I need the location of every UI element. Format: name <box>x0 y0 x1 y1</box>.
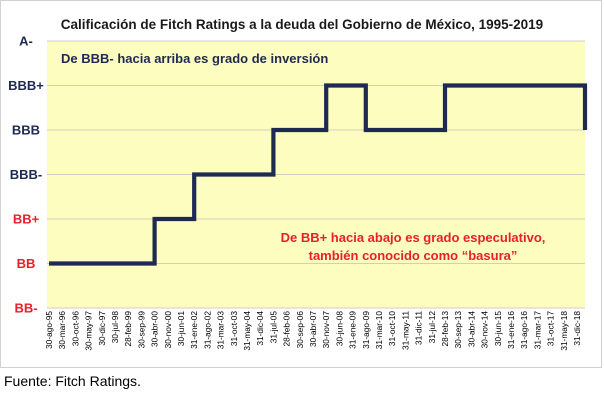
x-tick-label: 30-nov-07 <box>321 311 331 349</box>
x-tick-label: 30-jun-01 <box>176 311 186 346</box>
source-note: Fuente: Fitch Ratings. <box>4 373 141 389</box>
x-tick-label: 30-sep-99 <box>136 311 146 349</box>
x-tick-label: 30-dic-97 <box>97 311 107 346</box>
y-tick-label: BB <box>17 256 36 271</box>
x-tick-label: 31-mar-17 <box>532 311 542 350</box>
y-tick-label: BBB- <box>10 167 43 182</box>
x-axis-labels: 30-ago-95 30-mar-96 30-oct-96 30-may-97 30-d… <box>44 311 582 351</box>
x-tick-label: 31-ene-02 <box>189 311 199 349</box>
y-tick-label: BBB <box>12 123 40 138</box>
x-tick-label: 31-oct-17 <box>546 311 556 346</box>
annotation-investment-grade: De BBB- hacia arriba es grado de inversi… <box>61 51 328 66</box>
annotation-speculative-grade-line1: De BB+ hacia abajo es grado especulativo… <box>281 230 546 245</box>
x-tick-label: 31-mar-10 <box>374 311 384 350</box>
x-tick-label: 31-ago-09 <box>361 311 371 349</box>
x-tick-label: 30-sep-06 <box>295 311 305 349</box>
x-tick-label: 28-feb-06 <box>282 311 292 347</box>
y-tick-label: BB+ <box>13 212 40 227</box>
series-line-group <box>49 83 588 266</box>
x-tick-label: 31-jul-05 <box>268 311 278 344</box>
x-tick-label: 31-mar-03 <box>216 311 226 350</box>
x-tick-label: 31-dic-11 <box>414 311 424 345</box>
x-tick-label: 31-may-18 <box>559 311 569 351</box>
x-tick-label: 31-oct-10 <box>387 311 397 346</box>
x-tick-label: 30-sep-13 <box>453 311 463 349</box>
x-tick-label: 31-ene-09 <box>348 311 358 349</box>
x-tick-label: 30-abr-07 <box>308 311 318 347</box>
chart: Calificación de Fitch Ratings a la deuda… <box>8 17 588 351</box>
y-tick-label: A- <box>19 34 33 49</box>
x-tick-label: 30-jun-15 <box>493 311 503 346</box>
chart-title: Calificación de Fitch Ratings a la deuda… <box>61 17 543 32</box>
x-tick-label: 28-feb-13 <box>440 311 450 347</box>
x-tick-label: 31-dic-04 <box>255 311 265 346</box>
annotation-speculative-grade-line2: también conocido como “basura” <box>309 248 518 263</box>
x-tick-label: 30-may-97 <box>84 311 94 351</box>
y-tick-label: BBB+ <box>8 78 44 93</box>
x-tick-label: 30-nov-00 <box>163 311 173 349</box>
chart-frame: Calificación de Fitch Ratings a la deuda… <box>0 0 602 368</box>
x-tick-label: 31-may-04 <box>242 311 252 351</box>
x-tick-label: 30-oct-96 <box>70 311 80 346</box>
x-tick-label: 31-ene-16 <box>506 311 516 349</box>
x-tick-label: 30-mar-96 <box>57 311 67 350</box>
y-axis-labels: BB- BB BB+ BBB- BBB BBB+ A- <box>8 34 44 316</box>
x-tick-label: 31-jul-12 <box>427 311 437 344</box>
y-tick-label: BB- <box>14 301 37 316</box>
x-tick-label: 30-abr-00 <box>150 311 160 347</box>
x-tick-label: 30-jul-98 <box>110 311 120 344</box>
x-tick-label: 31-ago-02 <box>202 311 212 349</box>
x-tick-label: 31-may-11 <box>400 311 410 350</box>
x-tick-label: 30-jun-08 <box>334 311 344 346</box>
x-tick-label: 30-abr-14 <box>466 311 476 347</box>
x-tick-label: 31-dic-18 <box>572 311 582 346</box>
x-tick-label: 30-nov-14 <box>480 311 490 349</box>
x-tick-label: 31-ago-16 <box>519 311 529 349</box>
series-line-rating <box>49 83 588 266</box>
x-tick-label: 28-feb-99 <box>123 311 133 347</box>
x-tick-label: 31-oct-03 <box>229 311 239 346</box>
x-tick-label: 30-ago-95 <box>44 311 54 349</box>
